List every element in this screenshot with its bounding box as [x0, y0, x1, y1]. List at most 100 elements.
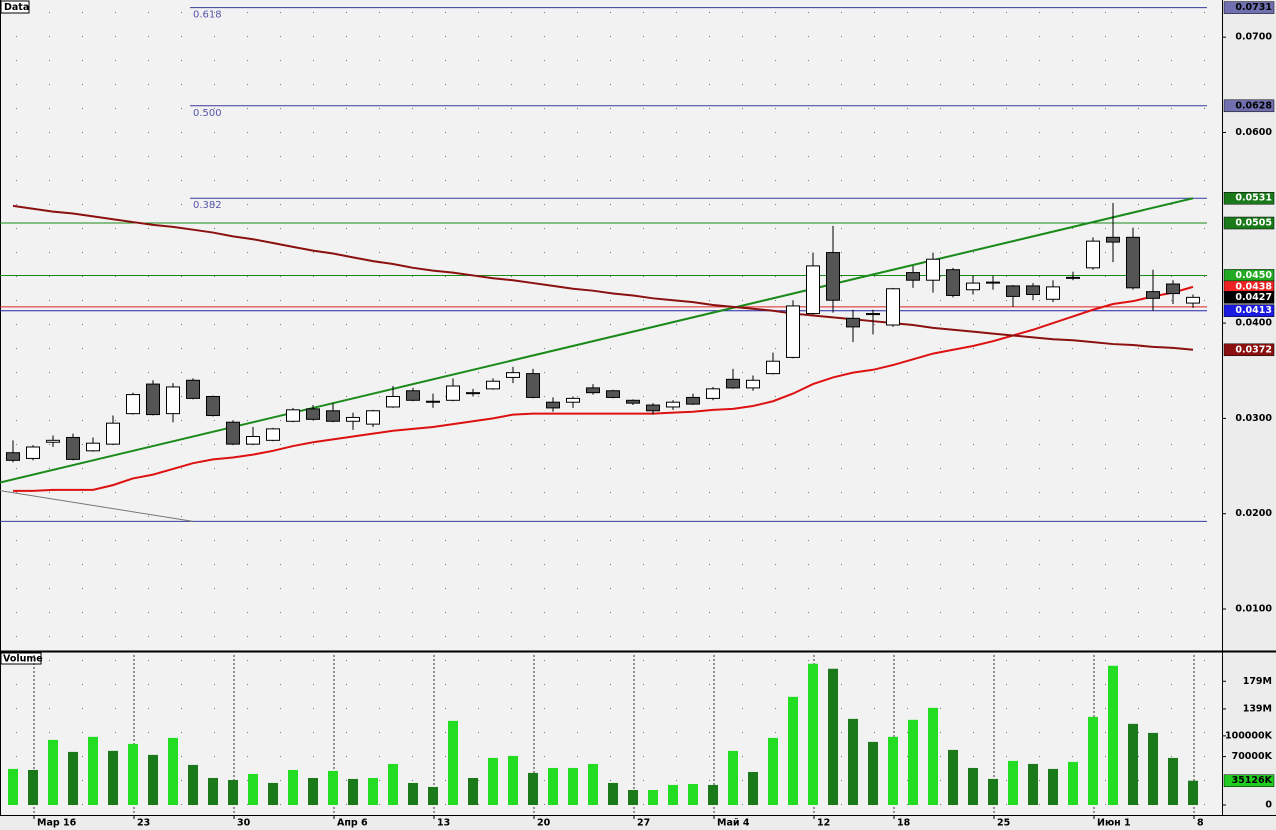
- y-tick-label: 179M: [1243, 676, 1272, 687]
- chart-title: Data: [4, 2, 29, 13]
- volume-bar: [968, 767, 978, 805]
- candle-body: [526, 373, 540, 398]
- volume-bar: [788, 696, 798, 805]
- volume-bar: [868, 741, 878, 805]
- volume-bar: [308, 777, 318, 805]
- volume-bar: [508, 755, 518, 805]
- volume-bar: [748, 771, 758, 805]
- volume-bar: [208, 777, 218, 805]
- volume-bar: [408, 782, 418, 805]
- y-tick-label: 0.0400: [1235, 318, 1272, 329]
- volume-bar: [1068, 761, 1078, 805]
- candle-body: [346, 416, 360, 422]
- candle-body: [286, 409, 300, 422]
- volume-bar: [68, 751, 78, 805]
- volume-bar: [528, 772, 538, 805]
- price-tag: [1223, 99, 1275, 113]
- candle-body: [446, 385, 460, 401]
- volume-bar: [1028, 763, 1038, 805]
- candle-body: [1166, 283, 1180, 295]
- volume-bar: [448, 720, 458, 805]
- price-tag-label: 0.0731: [1235, 2, 1272, 13]
- candle-body: [1186, 296, 1200, 304]
- candle-body: [786, 305, 800, 358]
- candle-body: [306, 408, 320, 420]
- volume-bar: [668, 784, 678, 805]
- volume-bar: [688, 783, 698, 805]
- candle-body: [66, 436, 80, 460]
- y-tick-label: 100000K: [1225, 730, 1273, 741]
- candle-body: [906, 272, 920, 281]
- price-tag: [1223, 774, 1275, 787]
- candle-body: [706, 388, 720, 399]
- candle-body: [586, 387, 600, 394]
- volume-bar: [368, 777, 378, 805]
- volume-bar: [708, 784, 718, 805]
- volume-bar: [348, 778, 358, 805]
- price-tag-label: 0.0450: [1235, 270, 1272, 281]
- volume-bar: [188, 764, 198, 805]
- price-tag-label: 0.0372: [1235, 344, 1272, 355]
- volume-bar: [948, 749, 958, 805]
- volume-bar: [1168, 757, 1178, 805]
- candle-body: [646, 404, 660, 412]
- price-tag-label: 0.0438: [1235, 281, 1272, 292]
- candle-body: [606, 390, 620, 398]
- candle-body: [866, 313, 880, 316]
- x-tick-label: 25: [997, 818, 1010, 829]
- candle-body: [1006, 285, 1020, 297]
- candle-body: [406, 390, 420, 401]
- grid-dots: [0, 0, 1222, 650]
- candle-body: [1066, 276, 1080, 279]
- volume-bar: [1188, 780, 1198, 805]
- y-tick-label: 0.0100: [1235, 604, 1272, 615]
- volume-bar: [828, 668, 838, 805]
- x-tick-label: Июн 1: [1097, 818, 1131, 829]
- candle-body: [206, 395, 220, 417]
- volume-bar: [908, 719, 918, 805]
- x-tick-label: 30: [237, 818, 251, 829]
- volume-bar: [588, 763, 598, 805]
- moving-average: [13, 285, 1194, 492]
- y-tick-label: 0: [1265, 800, 1272, 811]
- x-tick-label: Апр 6: [337, 818, 368, 829]
- y-tick-label: 0.0600: [1235, 127, 1272, 138]
- volume-bar: [288, 769, 298, 805]
- volume-bar: [1048, 768, 1058, 805]
- candle-body: [1026, 285, 1040, 296]
- candle-body: [946, 269, 960, 296]
- trend-line: [0, 197, 1194, 484]
- volume-bar: [988, 778, 998, 805]
- candle-body: [986, 281, 1000, 284]
- candle-body: [766, 360, 780, 375]
- price-tag-label: 0.0628: [1235, 100, 1272, 111]
- volume-bar: [1008, 760, 1018, 805]
- price-tag: [1223, 191, 1275, 205]
- volume-bar: [808, 663, 818, 805]
- candle-body: [46, 439, 60, 443]
- candle-body: [466, 392, 480, 395]
- volume-bar: [248, 773, 258, 805]
- volume-bar: [28, 769, 38, 805]
- x-tick-label: 12: [817, 818, 830, 829]
- price-tag: [1223, 216, 1275, 230]
- candle-body: [626, 399, 640, 404]
- volume-bar: [468, 777, 478, 805]
- candle-body: [826, 252, 840, 301]
- candle-body: [106, 422, 120, 445]
- volume-bar: [428, 786, 438, 805]
- moving-average: [12, 204, 1194, 351]
- volume-bar: [168, 737, 178, 805]
- x-tick-label: Май 4: [717, 818, 750, 829]
- candle-body: [1106, 236, 1120, 243]
- candle-body: [86, 442, 100, 452]
- candle-body: [886, 288, 900, 326]
- volume-bar: [608, 782, 618, 805]
- price-tag-label: 0.0413: [1235, 305, 1272, 316]
- volume-bar: [488, 757, 498, 805]
- candle-body: [1146, 291, 1160, 299]
- candle-body: [226, 421, 240, 445]
- x-tick-label: 27: [637, 818, 650, 829]
- x-tick-label: 8: [1197, 818, 1204, 829]
- candle-body: [726, 378, 740, 389]
